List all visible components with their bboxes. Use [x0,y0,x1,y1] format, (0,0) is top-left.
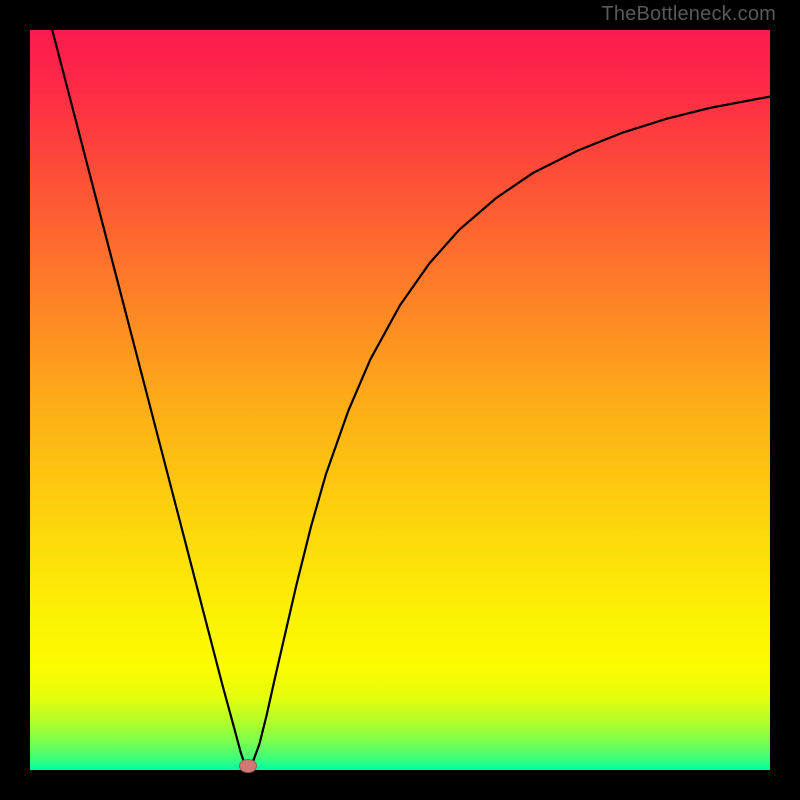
bottleneck-curve [30,30,770,770]
chart-container: TheBottleneck.com [0,0,800,800]
watermark-text: TheBottleneck.com [601,3,776,26]
bottleneck-marker [239,759,257,773]
